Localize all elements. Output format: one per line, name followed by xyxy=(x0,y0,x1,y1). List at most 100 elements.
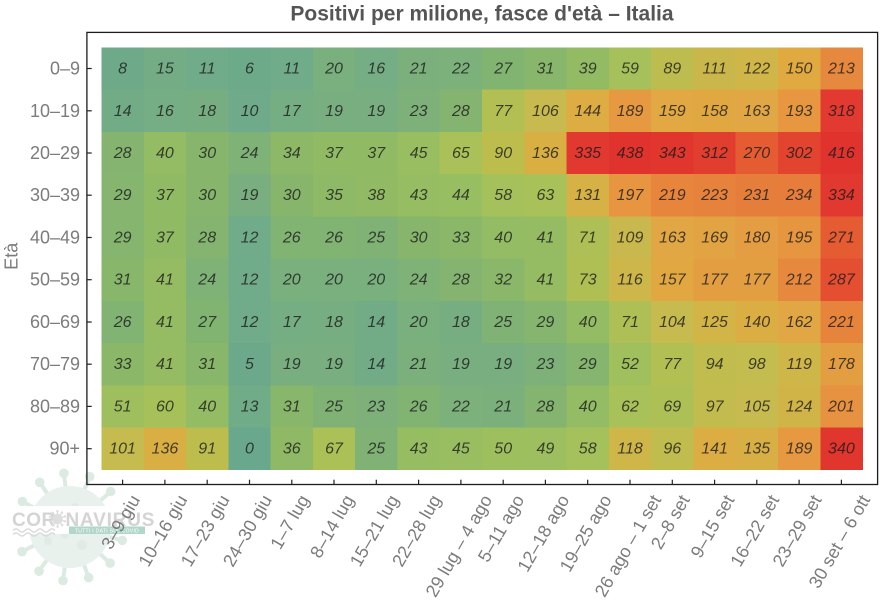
svg-text:13: 13 xyxy=(241,398,259,415)
svg-text:335: 335 xyxy=(574,145,601,162)
svg-text:31: 31 xyxy=(198,356,216,373)
svg-text:43: 43 xyxy=(410,187,428,204)
svg-text:12: 12 xyxy=(241,272,259,289)
svg-text:212: 212 xyxy=(785,272,813,289)
svg-text:18: 18 xyxy=(325,314,343,331)
svg-text:40: 40 xyxy=(494,230,512,247)
svg-text:189: 189 xyxy=(617,103,644,120)
svg-text:131: 131 xyxy=(574,187,601,204)
svg-text:197: 197 xyxy=(617,187,645,204)
svg-text:19: 19 xyxy=(283,356,301,373)
svg-text:41: 41 xyxy=(156,356,174,373)
svg-text:18: 18 xyxy=(452,314,470,331)
svg-text:135: 135 xyxy=(743,441,770,458)
svg-text:91: 91 xyxy=(198,441,216,458)
svg-text:16: 16 xyxy=(367,61,385,78)
svg-text:19: 19 xyxy=(367,103,385,120)
svg-text:15: 15 xyxy=(156,61,174,78)
svg-text:438: 438 xyxy=(617,145,644,162)
svg-text:39: 39 xyxy=(579,61,597,78)
svg-text:180: 180 xyxy=(743,230,770,247)
svg-text:70–79: 70–79 xyxy=(30,354,80,374)
svg-text:37: 37 xyxy=(367,145,386,162)
svg-text:416: 416 xyxy=(828,145,855,162)
svg-text:101: 101 xyxy=(109,441,136,458)
svg-text:27: 27 xyxy=(493,61,513,78)
svg-text:343: 343 xyxy=(659,145,686,162)
svg-text:71: 71 xyxy=(579,230,597,247)
svg-text:41: 41 xyxy=(156,272,174,289)
svg-text:340: 340 xyxy=(828,441,855,458)
svg-text:22: 22 xyxy=(451,61,470,78)
svg-text:30: 30 xyxy=(198,145,216,162)
svg-text:334: 334 xyxy=(828,187,855,204)
svg-text:16: 16 xyxy=(156,103,174,120)
svg-text:169: 169 xyxy=(701,230,728,247)
svg-text:33: 33 xyxy=(452,230,470,247)
svg-text:124: 124 xyxy=(786,398,813,415)
svg-text:150: 150 xyxy=(786,61,813,78)
svg-text:Positivi per milione, fasce d': Positivi per milione, fasce d'età – Ital… xyxy=(290,3,673,26)
svg-text:28: 28 xyxy=(451,272,470,289)
svg-text:30–39: 30–39 xyxy=(30,185,80,205)
svg-text:312: 312 xyxy=(701,145,728,162)
svg-text:27: 27 xyxy=(197,314,217,331)
svg-text:45: 45 xyxy=(410,145,428,162)
svg-text:18: 18 xyxy=(198,103,216,120)
svg-text:178: 178 xyxy=(828,356,855,373)
svg-text:40–49: 40–49 xyxy=(30,228,80,248)
svg-text:30: 30 xyxy=(283,187,301,204)
svg-text:20: 20 xyxy=(324,61,343,78)
svg-text:28: 28 xyxy=(451,103,470,120)
svg-text:201: 201 xyxy=(827,398,855,415)
svg-text:29: 29 xyxy=(113,187,132,204)
svg-text:302: 302 xyxy=(786,145,813,162)
svg-text:58: 58 xyxy=(494,187,512,204)
svg-text:24: 24 xyxy=(240,145,259,162)
svg-text:29: 29 xyxy=(578,356,597,373)
svg-text:73: 73 xyxy=(579,272,597,289)
svg-text:52: 52 xyxy=(621,356,639,373)
svg-text:41: 41 xyxy=(537,230,555,247)
svg-text:177: 177 xyxy=(743,272,771,289)
svg-text:32: 32 xyxy=(494,272,512,289)
svg-text:90+: 90+ xyxy=(49,439,80,459)
svg-text:37: 37 xyxy=(325,145,344,162)
svg-text:40: 40 xyxy=(579,314,597,331)
svg-text:14: 14 xyxy=(367,314,385,331)
svg-text:122: 122 xyxy=(743,61,770,78)
svg-text:24: 24 xyxy=(197,272,216,289)
svg-text:77: 77 xyxy=(494,103,513,120)
svg-text:11: 11 xyxy=(199,61,216,78)
svg-text:50: 50 xyxy=(494,441,512,458)
svg-text:94: 94 xyxy=(706,356,724,373)
svg-text:157: 157 xyxy=(659,272,687,289)
svg-text:34: 34 xyxy=(283,145,301,162)
svg-text:163: 163 xyxy=(743,103,770,120)
svg-text:19: 19 xyxy=(452,356,470,373)
svg-text:31: 31 xyxy=(283,398,301,415)
svg-text:144: 144 xyxy=(574,103,601,120)
svg-text:287: 287 xyxy=(827,272,856,289)
svg-text:8: 8 xyxy=(118,61,127,78)
svg-text:40: 40 xyxy=(579,398,597,415)
svg-text:31: 31 xyxy=(114,272,132,289)
svg-text:140: 140 xyxy=(743,314,770,331)
svg-text:234: 234 xyxy=(785,187,813,204)
svg-text:158: 158 xyxy=(701,103,728,120)
svg-text:5: 5 xyxy=(245,356,254,373)
svg-text:23: 23 xyxy=(409,103,428,120)
svg-text:25: 25 xyxy=(324,398,343,415)
svg-text:177: 177 xyxy=(701,272,729,289)
svg-text:28: 28 xyxy=(113,145,132,162)
svg-text:40: 40 xyxy=(156,145,174,162)
svg-text:96: 96 xyxy=(663,441,681,458)
svg-text:159: 159 xyxy=(659,103,686,120)
svg-text:41: 41 xyxy=(156,314,174,331)
svg-text:31: 31 xyxy=(537,61,555,78)
svg-text:104: 104 xyxy=(659,314,686,331)
svg-text:45: 45 xyxy=(452,441,470,458)
svg-text:35: 35 xyxy=(325,187,343,204)
svg-text:136: 136 xyxy=(152,441,179,458)
svg-text:51: 51 xyxy=(114,398,132,415)
